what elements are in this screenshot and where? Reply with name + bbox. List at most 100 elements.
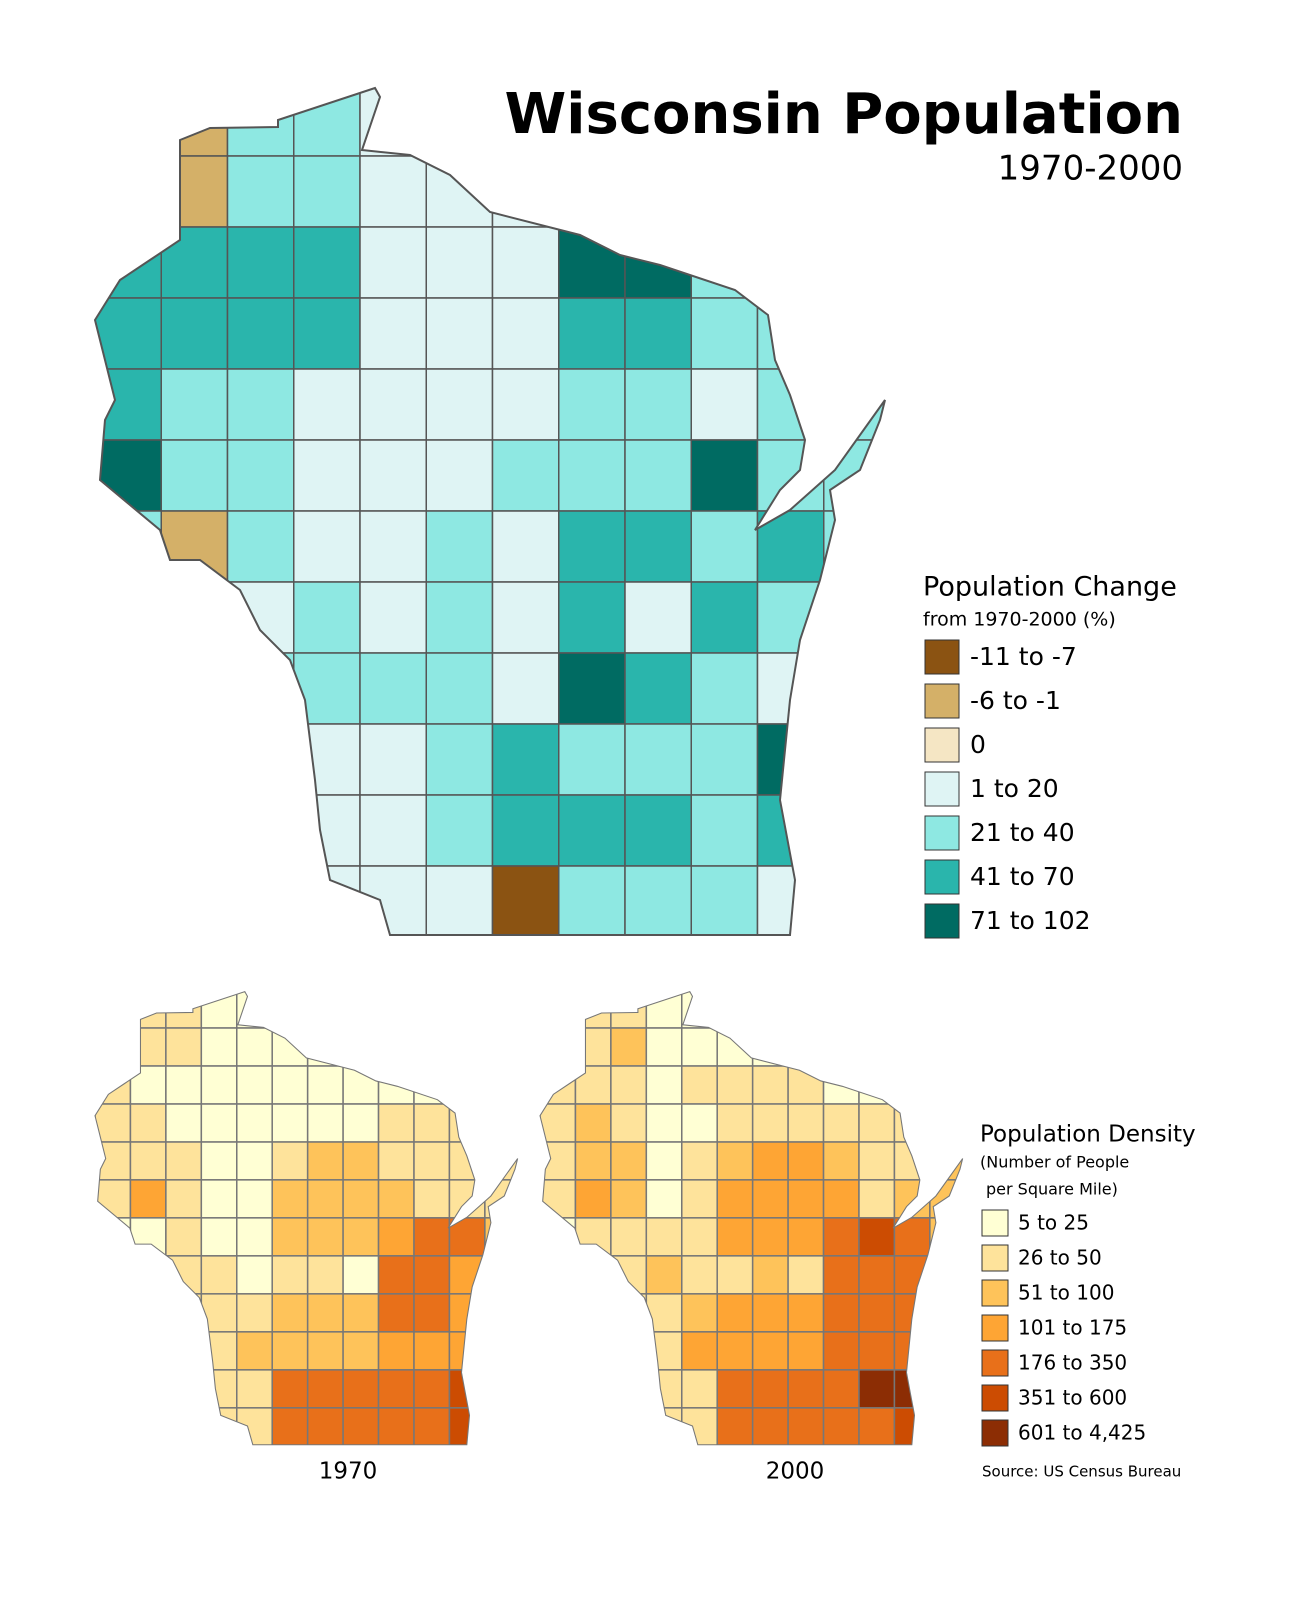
county (485, 1256, 518, 1294)
county (753, 1218, 788, 1256)
county (788, 1332, 823, 1370)
county (753, 1370, 788, 1408)
county (758, 298, 824, 369)
county (717, 1142, 752, 1180)
county (539, 991, 575, 1028)
county (201, 1294, 236, 1332)
county (788, 1256, 823, 1294)
county (379, 1256, 414, 1294)
county (161, 88, 227, 156)
county (485, 1370, 518, 1408)
county (130, 1104, 165, 1142)
county (575, 1294, 610, 1332)
county (559, 369, 625, 440)
county (559, 795, 625, 866)
county (228, 582, 294, 653)
county (758, 369, 824, 440)
county (449, 1104, 484, 1142)
county (894, 1294, 929, 1332)
county (824, 1218, 859, 1256)
county (294, 866, 360, 935)
county (95, 653, 161, 724)
county (201, 1028, 236, 1066)
county (426, 88, 492, 156)
county (682, 1370, 717, 1408)
county (272, 991, 307, 1028)
subtitle: 1970-2000 (998, 149, 1183, 189)
county (426, 582, 492, 653)
county (691, 866, 757, 935)
county (485, 1104, 518, 1142)
county (485, 991, 518, 1028)
legend-label: 101 to 175 (1018, 1316, 1127, 1340)
county (426, 795, 492, 866)
county (95, 227, 161, 298)
county (625, 227, 691, 298)
county (559, 227, 625, 298)
county (493, 298, 559, 369)
county (625, 440, 691, 511)
county (894, 1218, 929, 1256)
county (449, 1294, 484, 1332)
county (575, 1408, 610, 1445)
county (930, 1370, 963, 1408)
county (894, 1104, 929, 1142)
legend-label: 51 to 100 (1018, 1281, 1114, 1305)
county (646, 1142, 681, 1180)
county (228, 511, 294, 582)
county (379, 1104, 414, 1142)
county (575, 1332, 610, 1370)
county (95, 88, 161, 156)
county (824, 1370, 859, 1408)
county (493, 440, 559, 511)
county (824, 1142, 859, 1180)
county (717, 1028, 752, 1066)
county (493, 653, 559, 724)
legend-label: 0 (970, 730, 986, 759)
county (717, 1180, 752, 1218)
county (691, 653, 757, 724)
county (360, 440, 426, 511)
county (625, 724, 691, 795)
county (575, 1256, 610, 1294)
county (360, 866, 426, 935)
title: Wisconsin Population (505, 82, 1183, 147)
county (611, 991, 646, 1028)
county (343, 1332, 378, 1370)
county (449, 1066, 484, 1104)
county (294, 582, 360, 653)
county (130, 1370, 165, 1408)
county (824, 1066, 859, 1104)
county (717, 1066, 752, 1104)
county (95, 440, 161, 511)
county (758, 156, 824, 227)
county (130, 1332, 165, 1370)
county (272, 1028, 307, 1066)
county (308, 1028, 343, 1066)
county (824, 227, 885, 298)
county (379, 1294, 414, 1332)
county (691, 369, 757, 440)
county (859, 1218, 894, 1256)
legend-label: 5 to 25 (1018, 1211, 1089, 1235)
county (758, 724, 824, 795)
county (539, 1066, 575, 1104)
county (94, 1104, 130, 1142)
county (559, 156, 625, 227)
source: Source: US Census Bureau (982, 1463, 1181, 1481)
county (130, 1256, 165, 1294)
county (130, 1028, 165, 1066)
legend-swatch (924, 639, 960, 675)
county (753, 1142, 788, 1180)
county (611, 1408, 646, 1445)
county (753, 1332, 788, 1370)
county (166, 1408, 201, 1445)
map-label: 1970 (319, 1459, 378, 1485)
county (161, 653, 227, 724)
county (682, 1332, 717, 1370)
county (859, 1104, 894, 1142)
county (308, 1408, 343, 1445)
county (625, 795, 691, 866)
